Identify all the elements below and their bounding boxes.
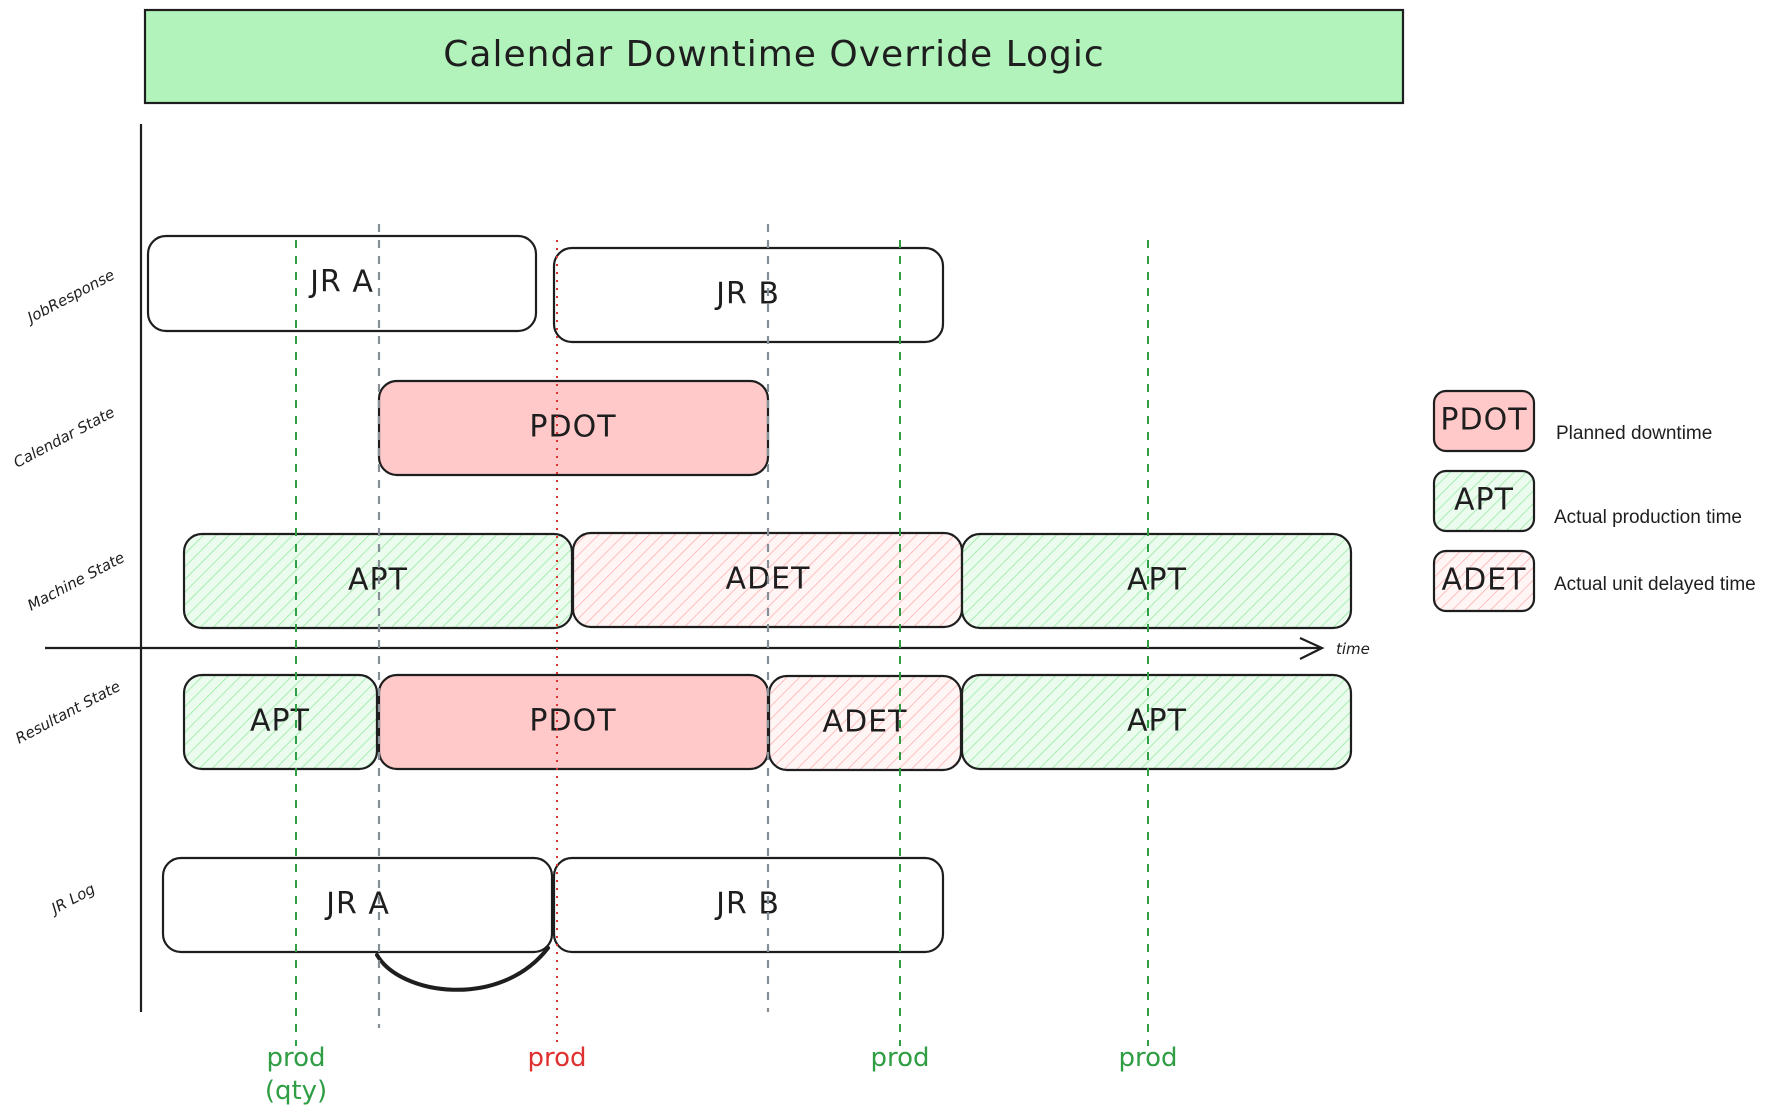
- resultant-apt-box-1: APT: [182, 673, 379, 771]
- prod-label-3: prod: [870, 1043, 929, 1073]
- prod-label-1: prod: [266, 1043, 325, 1073]
- legend: PDOT Planned downtime APT Actual product…: [1432, 389, 1756, 613]
- machine-apt-box-2: APT: [960, 532, 1353, 630]
- resultant-apt-box-2: APT: [960, 673, 1353, 771]
- legend-code-apt: APT: [1454, 483, 1514, 518]
- legend-code-pdot: PDOT: [1440, 403, 1527, 438]
- prod-label-1-qty: (qty): [265, 1076, 327, 1106]
- resultant-adet-box: ADET: [767, 674, 963, 772]
- jr-b-box: JR B: [552, 246, 945, 344]
- jr-a-box: JR A: [146, 234, 538, 333]
- lane-label-machine-state: Machine State: [24, 548, 127, 614]
- legend-text-adet: Actual unit delayed time: [1554, 574, 1756, 595]
- machine-apt-label-2: APT: [1127, 563, 1187, 598]
- resultant-adet-label: ADET: [823, 705, 908, 740]
- legend-item-adet: ADET Actual unit delayed time: [1432, 549, 1756, 613]
- lane-label-resultant-state: Resultant State: [12, 677, 123, 747]
- log-jr-a-box: JR A: [161, 856, 554, 954]
- lane-label-jobresponse: JobResponse: [22, 266, 118, 328]
- log-jr-b-label: JR B: [714, 887, 780, 922]
- lane-label-calendar-state: Calendar State: [10, 403, 117, 471]
- resultant-pdot-box: PDOT: [377, 673, 770, 771]
- calendar-pdot-label: PDOT: [529, 410, 616, 445]
- calendar-pdot-box: PDOT: [377, 379, 770, 477]
- legend-item-apt: APT Actual production time: [1432, 469, 1742, 533]
- log-jr-b-box: JR B: [552, 856, 945, 954]
- time-axis: time: [45, 636, 1370, 660]
- title-banner: Calendar Downtime Override Logic: [143, 8, 1405, 105]
- prod-label-4: prod: [1118, 1043, 1177, 1073]
- machine-apt-label-1: APT: [348, 563, 408, 598]
- lane-label-jr-log: JR Log: [46, 880, 98, 919]
- legend-text-apt: Actual production time: [1554, 507, 1742, 528]
- jr-b-label: JR B: [714, 277, 780, 312]
- jr-a-extension-arc: [375, 946, 550, 992]
- legend-text-pdot: Planned downtime: [1556, 423, 1712, 444]
- resultant-pdot-label: PDOT: [529, 704, 616, 739]
- diagram-title: Calendar Downtime Override Logic: [443, 34, 1104, 75]
- resultant-apt-label-2: APT: [1127, 704, 1187, 739]
- resultant-apt-label-1: APT: [250, 704, 310, 739]
- legend-item-pdot: PDOT Planned downtime: [1432, 389, 1712, 453]
- jr-a-label: JR A: [308, 265, 374, 300]
- time-axis-label: time: [1336, 640, 1370, 658]
- legend-code-adet: ADET: [1442, 563, 1527, 598]
- prod-label-2: prod: [527, 1043, 586, 1073]
